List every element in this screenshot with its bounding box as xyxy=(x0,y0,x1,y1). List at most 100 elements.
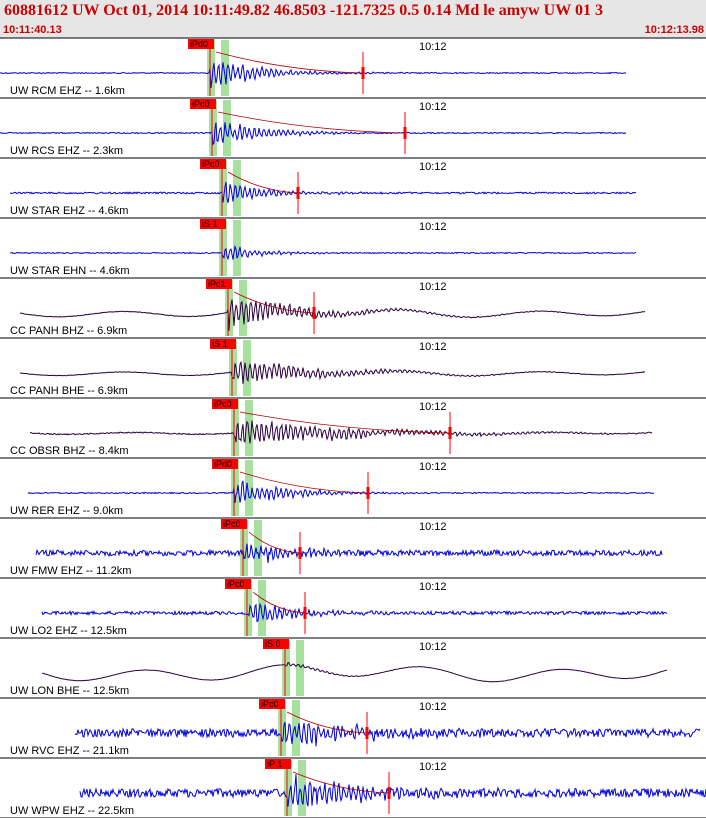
trace-row: 10:12 iS 0 UW LON BHE -- 12.5km xyxy=(10,639,668,697)
trace-row: 10:12 iS 1 UW STAR EHN -- 4.6km xyxy=(9,219,637,277)
station-label: UW RCS EHZ -- 2.3km xyxy=(10,145,123,157)
s-window xyxy=(243,340,251,396)
station-label: CC PANH BHE -- 6.9km xyxy=(10,385,128,397)
trace-row: 10:12 iPc0 UW RCS EHZ -- 2.3km xyxy=(0,99,627,157)
waveform xyxy=(79,774,706,807)
waveform xyxy=(20,299,646,331)
station-label: UW STAR EHN -- 4.6km xyxy=(10,265,130,277)
s-window xyxy=(254,520,262,576)
pick-tag xyxy=(259,699,285,709)
s-window xyxy=(221,40,229,96)
trace-row: 10:12 iPc0 UW LO2 EHZ -- 12.5km xyxy=(10,579,668,637)
pick-tag xyxy=(263,639,289,649)
start-time: 10:11:40.13 xyxy=(3,24,62,36)
s-window xyxy=(292,700,300,756)
waveform xyxy=(19,360,646,385)
pick-tag xyxy=(206,279,232,289)
time-tick-label: 10:12 xyxy=(419,701,447,713)
p-window xyxy=(231,460,239,516)
pick-tag xyxy=(200,219,226,229)
pick-tag xyxy=(265,759,291,769)
time-tick-label: 10:12 xyxy=(419,401,447,413)
trace-row: 10:12 iPc0 UW STAR EHZ -- 4.6km xyxy=(9,159,637,217)
pick-label: iP 1 xyxy=(267,759,282,769)
p-window xyxy=(219,160,227,216)
pick-tag xyxy=(190,99,216,109)
waveform xyxy=(35,543,663,564)
coda-decay-curve xyxy=(252,591,306,614)
trace-row: 10:12 iPc0 CC OBSR BHZ -- 8.4km xyxy=(10,399,653,457)
waveform xyxy=(74,722,701,747)
pick-tag xyxy=(188,39,214,49)
station-label: UW LO2 EHZ -- 12.5km xyxy=(10,625,127,637)
pick-label: iPc1 xyxy=(208,279,226,289)
trace-row: 10:12 iPc0 UW FMW EHZ -- 11.2km xyxy=(10,519,663,577)
station-label: UW STAR EHZ -- 4.6km xyxy=(10,205,128,217)
time-tick-label: 10:12 xyxy=(419,341,447,353)
coda-decay-curve xyxy=(286,711,368,734)
pick-label: iPc0 xyxy=(223,519,241,529)
waveform xyxy=(9,181,637,204)
trace-row: 10:12 iPc0 UW RVC EHZ -- 21.1km xyxy=(10,699,701,757)
p-window xyxy=(278,700,286,756)
p-window xyxy=(229,340,237,396)
pick-label: iPc0 xyxy=(192,99,210,109)
coda-decay-curve xyxy=(248,531,301,554)
pick-label: iPd0 xyxy=(214,459,232,469)
p-window xyxy=(244,580,252,636)
trace-row: 10:12 iP 1 UW WPW EHZ -- 22.5km xyxy=(10,759,706,817)
coda-decay-curve xyxy=(239,411,451,434)
pick-label: iS 0 xyxy=(265,639,281,649)
waveform xyxy=(9,244,637,261)
coda-decay-curve xyxy=(292,771,390,794)
station-label: CC OBSR BHZ -- 8.4km xyxy=(10,445,129,457)
p-window xyxy=(225,280,233,336)
time-tick-label: 10:12 xyxy=(419,521,447,533)
s-window xyxy=(298,760,306,816)
p-window xyxy=(240,520,248,576)
p-window xyxy=(209,100,217,156)
p-window xyxy=(207,40,215,96)
station-label: CC PANH BHZ -- 6.9km xyxy=(10,325,127,337)
coda-decay-curve xyxy=(217,111,406,134)
station-label: UW WPW EHZ -- 22.5km xyxy=(10,805,134,817)
time-tick-label: 10:12 xyxy=(419,581,447,593)
time-tick-label: 10:12 xyxy=(419,281,447,293)
s-window xyxy=(223,100,231,156)
waveform xyxy=(41,602,668,623)
s-window xyxy=(296,640,304,696)
time-tick-label: 10:12 xyxy=(419,641,447,653)
s-window xyxy=(258,580,266,636)
p-window xyxy=(231,400,239,456)
end-time: 10:12:13.98 xyxy=(644,24,704,36)
s-window xyxy=(233,220,241,276)
pick-label: iPc0 xyxy=(227,579,245,589)
pick-label: iPc0 xyxy=(261,699,279,709)
pick-label: iS 1 xyxy=(202,219,218,229)
waveform xyxy=(29,420,653,444)
pick-tag xyxy=(212,459,238,469)
time-tick-label: 10:12 xyxy=(419,41,447,53)
pick-label: iPd0 xyxy=(190,39,208,49)
station-label: UW RVC EHZ -- 21.1km xyxy=(10,745,129,757)
station-label: UW RER EHZ -- 9.0km xyxy=(10,505,123,517)
trace-row: 10:12 iPc1 CC PANH BHZ -- 6.9km xyxy=(10,279,646,337)
waveform xyxy=(41,662,668,683)
s-window xyxy=(245,460,253,516)
station-label: UW RCM EHZ -- 1.6km xyxy=(10,85,125,97)
p-window xyxy=(219,220,227,276)
s-window xyxy=(245,400,253,456)
coda-decay-curve xyxy=(233,291,315,314)
waveform xyxy=(0,62,627,89)
header-bar: 60881612 UW Oct 01, 2014 10:11:49.82 46.… xyxy=(0,0,706,38)
time-tick-label: 10:12 xyxy=(419,461,447,473)
pick-label: iS 1 xyxy=(212,339,228,349)
waveform xyxy=(0,122,627,146)
pick-label: iPc0 xyxy=(214,399,232,409)
pick-tag xyxy=(200,159,226,169)
station-label: UW FMW EHZ -- 11.2km xyxy=(10,565,131,577)
coda-decay-curve xyxy=(215,51,364,74)
trace-row: 10:12 iS 1 CC PANH BHE -- 6.9km xyxy=(10,339,646,397)
